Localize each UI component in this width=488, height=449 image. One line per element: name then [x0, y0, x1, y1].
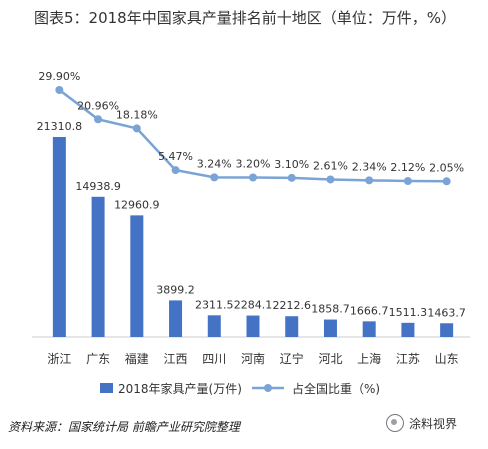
x-tick-label: 四川 — [202, 352, 226, 366]
chart-title: 图表5：2018年中国家具产量排名前十地区（单位：万件，%） — [34, 9, 456, 27]
watermark: 涂料视界 — [386, 414, 457, 432]
bar-value-label: 14938.9 — [75, 180, 121, 193]
bar-5 — [246, 315, 260, 337]
bar-value-label: 12960.9 — [114, 198, 160, 211]
line-value-label: 5.47% — [158, 150, 193, 163]
line-value-label: 29.90% — [38, 70, 80, 83]
chart: 21310.8 浙江 14938.9 广东 12960.9 福建 3899.2 江西 2311.… — [32, 70, 470, 396]
line-point-4 — [210, 173, 219, 182]
legend-bar-label: 2018年家具产量(万件) — [118, 381, 242, 396]
watermark-text: 涂料视界 — [409, 416, 458, 431]
bar-8 — [362, 321, 376, 337]
x-tick-label: 河北 — [318, 352, 342, 366]
line-point-10 — [442, 177, 451, 186]
bar-value-label: 3899.2 — [156, 283, 195, 296]
x-tick-label: 江西 — [164, 352, 188, 366]
bar-value-label: 1666.7 — [350, 304, 389, 317]
line-value-label: 20.96% — [77, 99, 119, 112]
line-value-label: 3.10% — [274, 158, 309, 171]
line-value-label: 2.12% — [390, 161, 425, 174]
legend-line-label: 占全国比重（%) — [292, 381, 380, 396]
line-point-2 — [132, 124, 141, 133]
x-tick-label: 山东 — [435, 352, 459, 366]
wechat-icon — [386, 414, 404, 432]
line-point-9 — [403, 177, 412, 186]
x-tick-label: 福建 — [125, 351, 149, 366]
x-tick-label: 上海 — [357, 351, 381, 366]
bar-1 — [91, 196, 105, 337]
bar-3 — [169, 300, 183, 337]
line-value-label: 2.05% — [429, 161, 464, 174]
line-point-7 — [326, 175, 335, 184]
line-value-label: 18.18% — [116, 108, 158, 121]
bar-value-label: 21310.8 — [37, 120, 83, 133]
bar-7 — [323, 319, 337, 337]
bar-9 — [401, 322, 415, 337]
x-tick-label: 广东 — [86, 352, 110, 366]
bar-2 — [130, 215, 144, 337]
x-tick-label: 河南 — [241, 351, 265, 366]
line-value-label: 2.61% — [313, 159, 348, 172]
line-point-5 — [249, 173, 257, 182]
source-note: 资料来源：国家统计局 前瞻产业研究院整理 — [8, 420, 240, 434]
x-tick-label: 辽宁 — [280, 351, 304, 366]
line-point-1 — [94, 115, 103, 124]
line-point-8 — [365, 176, 374, 185]
bar-value-label: 2311.5 — [195, 298, 234, 311]
line-value-label: 2.34% — [352, 160, 387, 173]
line-value-label: 3.20% — [236, 158, 271, 171]
line-point-3 — [171, 166, 180, 175]
bar-value-label: 1858.7 — [311, 303, 350, 316]
bar-value-label: 2284.1 — [234, 299, 273, 312]
x-tick-label: 江苏 — [396, 352, 420, 366]
bar-value-label: 1463.7 — [427, 306, 466, 319]
bar-6 — [285, 316, 299, 337]
bar-4 — [207, 315, 221, 337]
legend-bar-swatch — [100, 383, 113, 393]
bar-value-label: 2212.6 — [272, 299, 311, 312]
bar-10 — [440, 323, 454, 337]
line-value-label: 3.24% — [197, 157, 232, 170]
line-point-6 — [287, 173, 296, 182]
bar-value-label: 1511.3 — [389, 306, 428, 319]
line-point-0 — [55, 86, 64, 94]
x-tick-label: 浙江 — [47, 352, 71, 366]
bar-0 — [52, 137, 66, 337]
legend-line-marker — [264, 384, 272, 392]
